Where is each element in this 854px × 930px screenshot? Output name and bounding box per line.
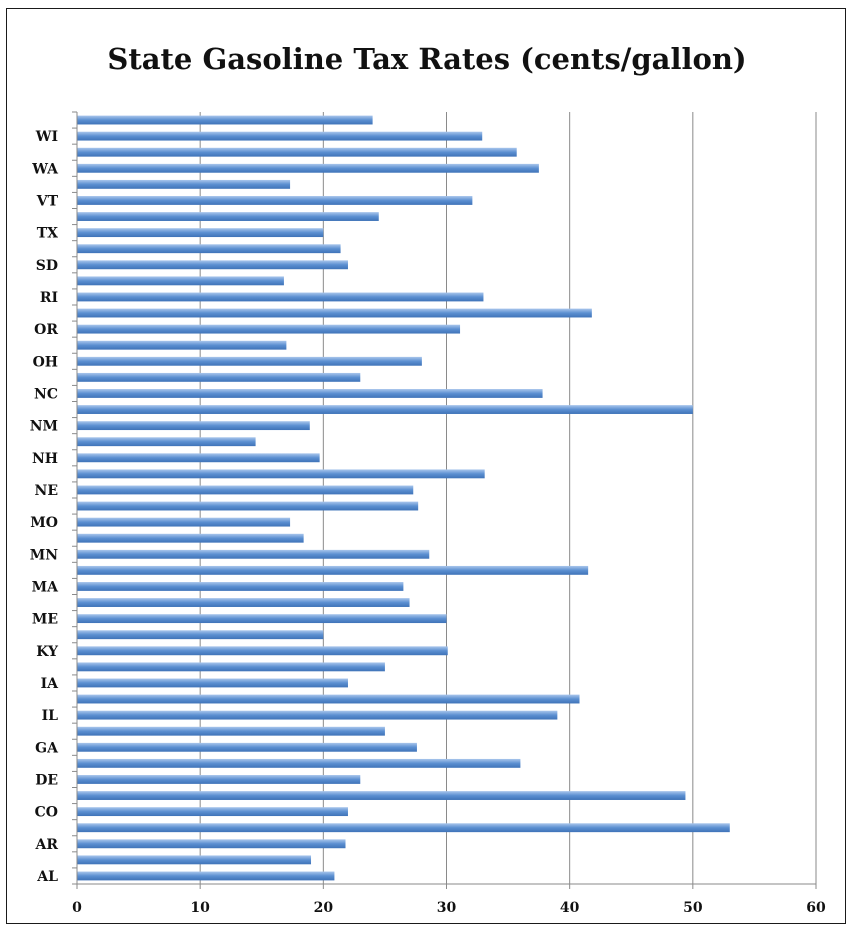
y-tick-label-AL: AL [36, 869, 58, 885]
bar-OR [77, 292, 484, 302]
y-tick-label-GA: GA [35, 740, 59, 756]
bar-FL [77, 742, 417, 752]
y-tick-label-OR: OR [34, 322, 58, 338]
bar-MO [77, 485, 414, 495]
bar-AZ [77, 823, 730, 833]
bar-NY [77, 372, 361, 382]
bar-ID [77, 694, 580, 704]
bar-RI [77, 260, 348, 270]
bar-MN [77, 517, 291, 527]
chart-title: State Gasoline Tax Rates (cents/gallon) [107, 42, 747, 76]
bar-DE [77, 758, 521, 768]
bars [77, 115, 730, 881]
y-tick-label-DE: DE [35, 772, 58, 788]
y-tick-label-RI: RI [40, 290, 58, 306]
bar-MI [77, 533, 304, 543]
y-tick-label-VT: VT [36, 193, 59, 209]
y-tick-label-MO: MO [30, 515, 58, 531]
bar-OK [77, 308, 592, 318]
bar-TX [77, 196, 473, 205]
bar-NE [77, 453, 320, 463]
y-tick-label-NM: NM [30, 419, 58, 435]
x-tick-label-30: 30 [437, 900, 457, 916]
bar-WA [77, 131, 483, 141]
bar-UT [77, 179, 291, 189]
x-tick-label-20: 20 [314, 900, 334, 916]
x-tick-label-40: 40 [560, 900, 580, 916]
bar-CO [77, 791, 686, 800]
bar-AL [77, 871, 335, 881]
x-tick-label-10: 10 [190, 900, 210, 916]
bar-MT [77, 469, 485, 479]
bar-KY [77, 614, 447, 624]
bar-ND [77, 340, 287, 350]
bar-AR [77, 839, 346, 849]
bar-NV [77, 437, 256, 447]
bar-IL [77, 678, 348, 688]
y-tick-label-SD: SD [36, 258, 58, 274]
bar-GA [77, 726, 385, 736]
y-tick-label-AR: AR [35, 837, 59, 853]
y-tick-label-WA: WA [31, 161, 59, 177]
bar-MS [77, 501, 419, 511]
tick-labels: 0 10 20 30 40 50 60 AL AR CO DE GA IL IA KY ME MA MN MO NE N… [30, 129, 826, 916]
bar-WV [77, 115, 373, 125]
bar-OH [77, 324, 461, 334]
bar-NH [77, 421, 310, 431]
y-tick-label-WI: WI [35, 129, 58, 145]
bar-HI [77, 710, 558, 720]
y-tick-label-OH: OH [33, 354, 58, 370]
bar-MD [77, 565, 589, 575]
bar-IA [77, 646, 448, 656]
bar-NC [77, 356, 422, 366]
x-tick-label-0: 0 [72, 900, 82, 916]
bar-NM [77, 389, 543, 398]
gridlines [199, 112, 817, 884]
bar-LA [77, 598, 410, 607]
y-tick-label-IA: IA [41, 676, 60, 692]
y-tick-label-NE: NE [35, 483, 58, 499]
bar-IN [77, 662, 385, 672]
bar-CT [77, 775, 361, 784]
y-tick-label-CO: CO [35, 805, 58, 821]
bar-PA [77, 276, 284, 286]
bar-VT [77, 163, 539, 173]
bar-ME [77, 582, 404, 591]
chart-frame [6, 8, 846, 924]
bar-VA [77, 147, 517, 157]
axes [72, 111, 817, 889]
y-tick-label-MA: MA [32, 579, 59, 595]
bar-CA [77, 807, 348, 817]
bar-SD [77, 228, 324, 238]
bar-AK [77, 855, 312, 865]
bar-TN [77, 212, 379, 221]
x-tick-label-50: 50 [683, 900, 703, 916]
bar-KS [77, 630, 324, 640]
y-tick-label-ME: ME [32, 612, 58, 628]
bar-MA [77, 549, 430, 559]
y-tick-label-MN: MN [30, 547, 58, 563]
y-tick-label-NC: NC [34, 386, 58, 402]
bar-SC [77, 244, 341, 254]
y-tick-label-IL: IL [42, 708, 59, 724]
y-tick-label-TX: TX [37, 226, 58, 242]
bar-NJ [77, 405, 693, 414]
y-tick-label-KY: KY [36, 644, 59, 660]
x-tick-label-60: 60 [806, 900, 826, 916]
y-tick-label-NH: NH [32, 451, 58, 467]
